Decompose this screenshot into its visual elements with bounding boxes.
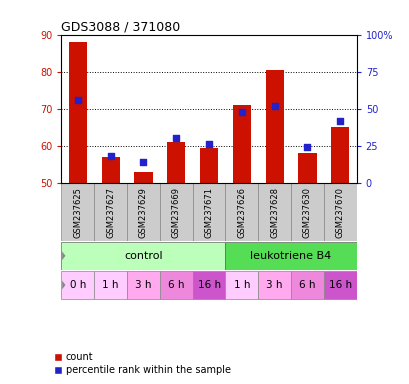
FancyBboxPatch shape (61, 271, 94, 299)
Text: GSM237670: GSM237670 (335, 187, 344, 238)
Point (107, 153, 114, 159)
Text: GSM237669: GSM237669 (171, 187, 180, 238)
Text: 6 h: 6 h (299, 280, 315, 290)
FancyBboxPatch shape (192, 183, 225, 241)
FancyBboxPatch shape (160, 271, 192, 299)
Point (173, 135, 179, 141)
Polygon shape (62, 281, 65, 289)
FancyBboxPatch shape (94, 183, 127, 241)
FancyBboxPatch shape (61, 242, 225, 270)
Text: GSM237627: GSM237627 (106, 187, 115, 238)
FancyBboxPatch shape (225, 183, 258, 241)
Text: 6 h: 6 h (168, 280, 184, 290)
FancyBboxPatch shape (127, 271, 160, 299)
Text: 3 h: 3 h (266, 280, 282, 290)
Text: 3 h: 3 h (135, 280, 151, 290)
Point (336, 118, 343, 124)
FancyBboxPatch shape (323, 183, 356, 241)
Point (238, 109, 245, 115)
Bar (69, 42, 87, 183)
Point (205, 141, 212, 147)
Text: 0 h: 0 h (70, 280, 86, 290)
Point (271, 103, 277, 109)
Text: GDS3088 / 371080: GDS3088 / 371080 (61, 20, 180, 33)
Text: 1 h: 1 h (102, 280, 119, 290)
FancyBboxPatch shape (61, 183, 94, 241)
FancyBboxPatch shape (323, 271, 356, 299)
Text: 1 h: 1 h (233, 280, 249, 290)
Bar (232, 105, 250, 183)
Polygon shape (62, 252, 65, 260)
FancyBboxPatch shape (192, 271, 225, 299)
Point (74, 97, 81, 103)
Bar (330, 127, 348, 183)
Bar (298, 153, 316, 183)
Bar (265, 70, 283, 183)
FancyBboxPatch shape (290, 271, 323, 299)
FancyBboxPatch shape (160, 183, 192, 241)
Text: GSM237626: GSM237626 (237, 187, 246, 238)
Bar (101, 157, 119, 183)
Bar (134, 172, 152, 183)
Text: 16 h: 16 h (197, 280, 220, 290)
FancyBboxPatch shape (258, 183, 290, 241)
Text: GSM237671: GSM237671 (204, 187, 213, 238)
FancyBboxPatch shape (127, 183, 160, 241)
Text: GSM237629: GSM237629 (139, 187, 148, 238)
Text: 16 h: 16 h (328, 280, 351, 290)
Point (303, 144, 310, 151)
Text: GSM237630: GSM237630 (302, 187, 311, 238)
Point (140, 159, 146, 165)
Text: GSM237625: GSM237625 (73, 187, 82, 238)
FancyBboxPatch shape (94, 271, 127, 299)
Text: leukotriene B4: leukotriene B4 (250, 251, 331, 261)
FancyBboxPatch shape (225, 242, 356, 270)
FancyBboxPatch shape (225, 271, 258, 299)
FancyBboxPatch shape (290, 183, 323, 241)
Bar (200, 148, 218, 183)
FancyBboxPatch shape (258, 271, 290, 299)
Text: control: control (124, 251, 162, 261)
Bar (167, 142, 185, 183)
Legend: count, percentile rank within the sample: count, percentile rank within the sample (54, 353, 230, 375)
Text: GSM237628: GSM237628 (270, 187, 279, 238)
